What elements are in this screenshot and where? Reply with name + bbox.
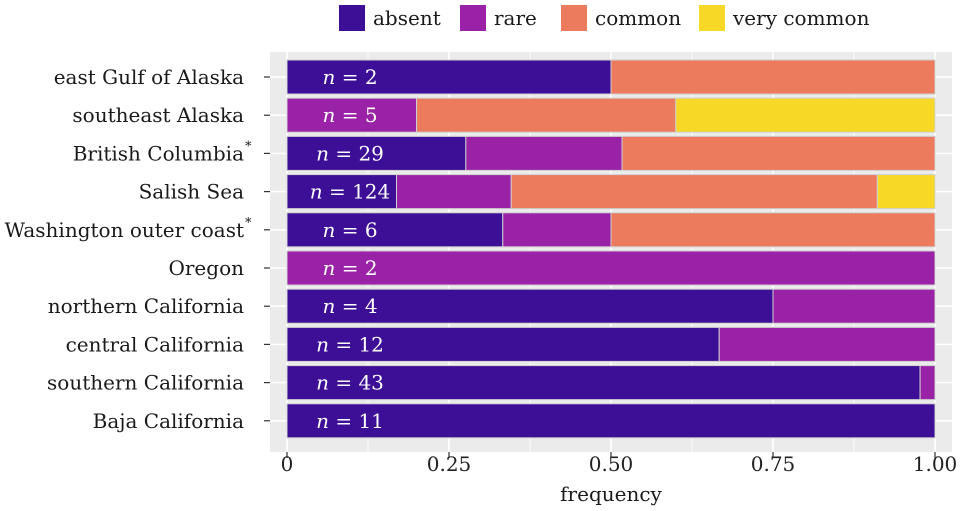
bar-segment-rare <box>465 135 623 171</box>
x-tick-label: 1.00 <box>913 452 958 476</box>
x-tick-label: 0.75 <box>751 452 796 476</box>
legend-label: absent <box>373 6 441 30</box>
bar-segment-absent <box>286 403 936 439</box>
bars <box>286 59 936 439</box>
x-tick-label: 0.25 <box>427 452 472 476</box>
legend-label: very common <box>732 6 870 30</box>
category-label: southeast Alaska <box>72 103 244 127</box>
n-label: n = 43 <box>316 371 384 395</box>
legend-swatch-rare <box>460 5 486 31</box>
bar-segment-rare <box>502 212 612 248</box>
category-label: British Columbia <box>73 141 244 165</box>
bar-segment-very-common <box>876 174 936 210</box>
bar-segment-rare <box>286 250 936 286</box>
bar-segment-common <box>610 59 936 95</box>
x-axis-title: frequency <box>560 482 662 506</box>
legend-swatch-absent <box>339 5 365 31</box>
x-tick-label: 0 <box>281 452 294 476</box>
category-label-superscript: * <box>245 139 252 154</box>
category-label: east Gulf of Alaska <box>54 65 244 89</box>
n-label: n = 2 <box>322 256 377 280</box>
legend: absent rare common very common <box>339 5 870 31</box>
bar-segment-absent <box>286 135 467 171</box>
bar-segment-common <box>621 135 936 171</box>
n-labels: n = 2 n = 5 n = 29 n = 124 n = 6 n = 2 n = 4 n … <box>310 65 391 433</box>
category-label: Salish Sea <box>139 180 244 204</box>
y-axis: east Gulf of Alaska southeast Alaska Briti… <box>5 65 270 433</box>
bar-segment-rare <box>919 365 936 401</box>
bar-segment-common <box>510 174 878 210</box>
n-label: n = 4 <box>322 294 377 318</box>
x-axis: 0 0.25 0.50 0.75 1.00 <box>281 452 958 476</box>
n-label: n = 2 <box>322 65 377 89</box>
bar-segment-common <box>610 212 936 248</box>
legend-swatch-common <box>561 5 587 31</box>
bar-segment-rare <box>396 174 512 210</box>
bar-segment-rare <box>286 97 418 133</box>
n-label: n = 6 <box>322 218 377 242</box>
n-label: n = 11 <box>316 409 384 433</box>
bar-segment-common <box>416 97 677 133</box>
bar-segment-absent <box>286 59 612 95</box>
bar-segment-very-common <box>675 97 936 133</box>
x-tick-label: 0.50 <box>589 452 634 476</box>
legend-swatch-very-common <box>699 5 725 31</box>
bar-segment-rare <box>772 288 936 324</box>
n-label: n = 5 <box>322 103 377 127</box>
bar-segment-absent <box>286 212 504 248</box>
legend-label: common <box>595 6 681 30</box>
category-label: northern California <box>48 294 244 318</box>
n-label: n = 29 <box>316 141 384 165</box>
category-label: Baja California <box>93 409 244 433</box>
bar-segment-absent <box>286 365 921 401</box>
category-label: Oregon <box>168 256 244 280</box>
category-label: Washington outer coast <box>5 218 244 242</box>
n-label: n = 124 <box>310 180 391 204</box>
n-label: n = 12 <box>316 332 384 356</box>
bar-segment-absent <box>286 326 720 362</box>
category-label: central California <box>66 332 244 356</box>
legend-label: rare <box>494 6 537 30</box>
bar-segment-rare <box>718 326 936 362</box>
category-label-superscript: * <box>245 216 252 231</box>
category-label: southern California <box>47 371 244 395</box>
